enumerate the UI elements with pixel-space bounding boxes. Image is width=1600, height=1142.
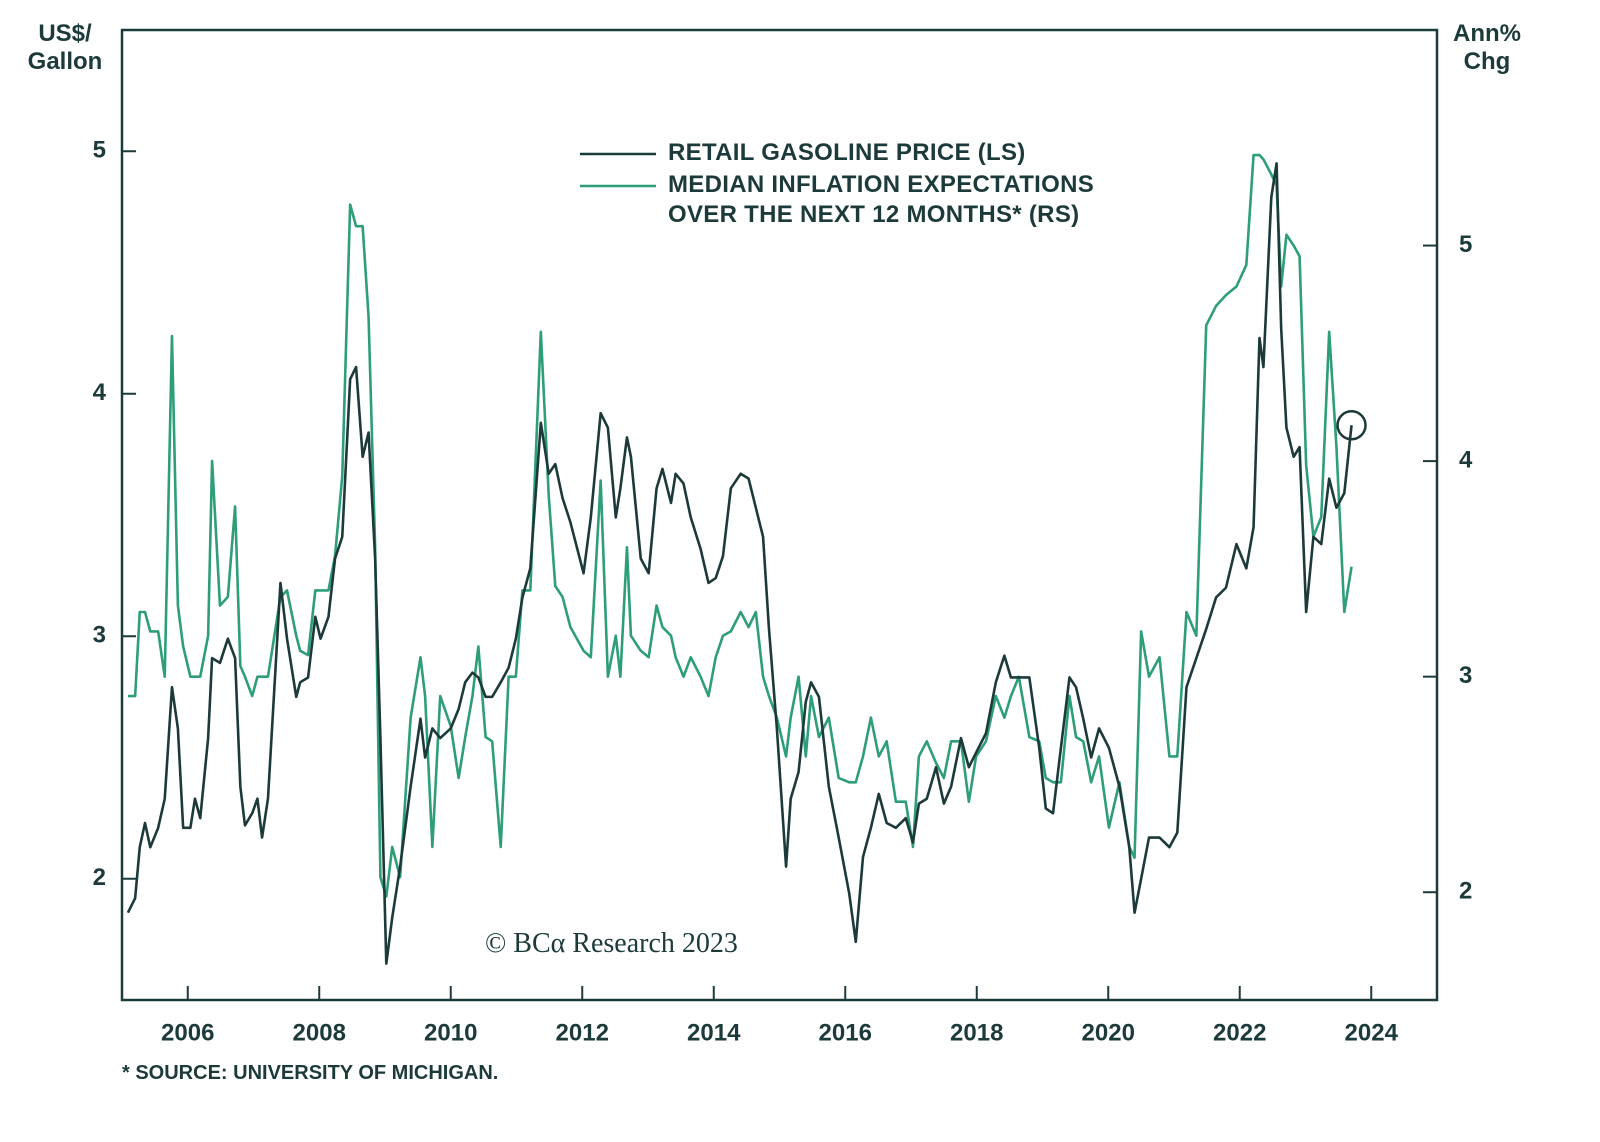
legend-item: RETAIL GASOLINE PRICE (LS) — [580, 138, 1158, 168]
y-tick-label: 3 — [93, 622, 106, 649]
x-tick-label: 2022 — [1213, 1019, 1266, 1046]
series-line — [126, 162, 1353, 965]
y-tick-label: 2 — [93, 864, 106, 891]
x-tick-label: 2006 — [161, 1019, 214, 1046]
x-tick-label: 2008 — [293, 1019, 346, 1046]
y2-tick-label: 2 — [1459, 878, 1472, 905]
series-line — [127, 153, 1353, 898]
y-tick-label: 5 — [93, 137, 106, 164]
legend-swatch — [580, 152, 656, 156]
x-tick-label: 2014 — [687, 1019, 741, 1046]
y2-tick-label: 4 — [1459, 446, 1473, 473]
x-tick-label: 2010 — [424, 1019, 477, 1046]
y2-tick-label: 3 — [1459, 662, 1472, 689]
y2-tick-label: 5 — [1459, 231, 1472, 258]
watermark: © BCα Research 2023 — [485, 928, 738, 959]
legend-label: RETAIL GASOLINE PRICE (LS) — [668, 139, 1026, 166]
latest-point-marker — [1336, 410, 1367, 441]
legend: RETAIL GASOLINE PRICE (LS) MEDIAN INFLATI… — [580, 138, 1158, 232]
y2-axis-unit: Ann% Chg — [1453, 20, 1521, 75]
legend-label: MEDIAN INFLATION EXPECTATIONS OVER THE N… — [668, 171, 1095, 228]
x-tick-label: 2012 — [556, 1019, 609, 1046]
x-tick-label: 2018 — [950, 1019, 1003, 1046]
x-tick-label: 2020 — [1082, 1019, 1135, 1046]
x-tick-label: 2016 — [819, 1019, 872, 1046]
legend-swatch — [580, 184, 656, 188]
plot-frame — [120, 28, 1439, 1002]
y-axis-unit: US$/ Gallon — [27, 20, 103, 75]
x-tick-label: 2024 — [1345, 1019, 1399, 1046]
footnote: * SOURCE: UNIVERSITY OF MICHIGAN. — [122, 1062, 499, 1084]
y-tick-label: 4 — [93, 379, 107, 406]
legend-item: MEDIAN INFLATION EXPECTATIONS OVER THE N… — [580, 170, 1158, 230]
